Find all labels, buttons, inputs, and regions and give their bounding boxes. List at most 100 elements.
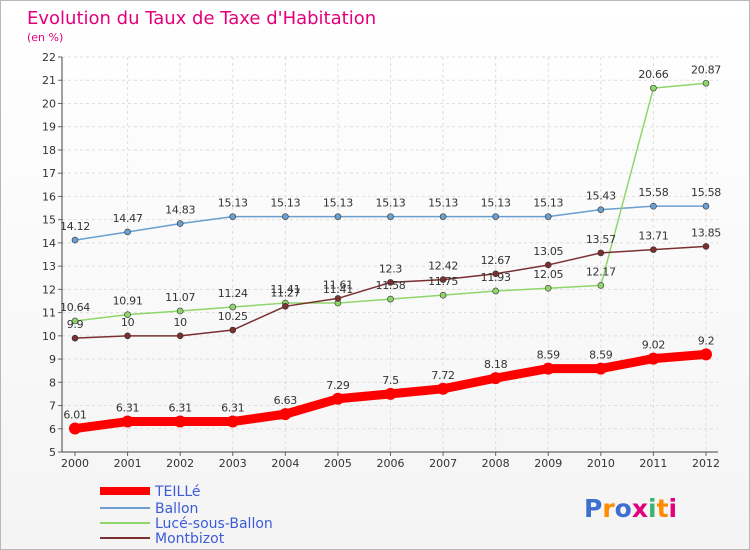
data-label: 6.63 [274,394,298,407]
x-tick-label: 2006 [377,457,405,470]
y-tick-label: 5 [49,446,56,459]
data-label: 15.43 [586,190,616,203]
data-point [439,213,447,220]
data-label: 10.25 [218,310,248,323]
data-point [124,228,131,236]
data-point [387,279,394,286]
x-tick-label: 2008 [482,457,510,470]
data-label: 15.13 [376,197,406,210]
x-tick-label: 2002 [166,457,194,470]
data-point [387,213,394,220]
data-point [597,206,605,213]
data-point [174,415,187,428]
data-point [334,213,342,220]
data-label: 20.87 [691,63,721,76]
data-point [229,326,237,334]
data-point [702,79,710,87]
data-label: 14.47 [113,212,143,225]
data-point [176,332,184,340]
x-tick-label: 2000 [61,457,89,470]
y-tick-label: 18 [42,144,56,157]
x-tick-label: 2005 [324,457,352,470]
data-point [492,287,499,295]
data-label: 15.13 [533,197,563,210]
data-point [597,282,605,289]
data-point [334,295,342,302]
y-tick-label: 16 [42,190,56,203]
x-tick-label: 2010 [587,457,615,470]
data-point [700,348,712,361]
x-tick-label: 2011 [639,457,667,470]
data-point [331,392,344,405]
data-point [597,249,605,257]
data-label: 6.31 [169,402,192,415]
data-label: 13.71 [638,230,668,243]
y-tick-label: 17 [42,167,56,180]
data-label: 8.18 [484,358,508,371]
x-tick-label: 2003 [219,457,247,470]
data-label: 11.24 [218,287,248,300]
data-label: 15.58 [691,186,721,199]
y-tick-label: 10 [42,330,56,343]
data-point [650,246,657,253]
data-label: 12.05 [533,268,563,281]
data-point [229,303,237,311]
data-label: 6.31 [116,402,139,415]
legend-label: Lucé-sous-Ballon [155,516,273,532]
data-label: 11.75 [428,275,458,288]
y-tick-label: 6 [49,423,56,436]
data-label: 7.29 [326,379,350,392]
data-point [176,307,184,315]
legend-label: Montbizot [155,531,225,547]
y-tick-label: 15 [42,214,56,227]
y-tick-label: 12 [42,283,56,296]
data-point [492,270,499,278]
data-label: 15.13 [218,197,248,210]
x-tick-label: 2007 [429,457,457,470]
data-point [282,303,289,310]
data-label: 12.3 [379,262,403,275]
data-point [71,236,79,244]
data-label: 13.57 [586,233,616,246]
data-label: 11.41 [270,283,300,296]
data-label: 14.83 [165,204,195,217]
proxiti-logo: Proxiti [584,494,677,523]
data-point [176,220,184,227]
y-tick-label: 21 [42,74,56,87]
data-point [437,382,450,395]
data-label: 8.59 [537,349,561,362]
y-tick-label: 13 [42,260,56,273]
data-point [387,295,394,303]
data-label: 10 [121,316,135,329]
data-label: 12.67 [481,254,511,267]
data-label: 20.66 [638,68,668,81]
data-point [650,202,657,210]
data-point [489,372,502,385]
data-point [124,311,131,318]
data-point [702,202,710,210]
y-tick-label: 11 [42,307,56,320]
data-label: 10.91 [113,295,143,308]
data-point [124,332,131,340]
legend-label: TEILLé [154,484,201,500]
y-tick-label: 14 [42,237,56,250]
data-point [492,213,499,220]
y-tick-label: 7 [49,400,56,413]
data-label: 15.13 [323,197,353,210]
data-label: 10.64 [60,301,90,314]
data-point [702,243,710,250]
data-label: 11.93 [481,271,511,284]
data-point [650,84,657,92]
data-point [229,213,237,220]
data-point [282,213,289,220]
data-point [542,362,555,375]
data-point [121,415,134,428]
data-label: 10 [173,316,187,329]
data-point [544,261,552,269]
data-label: 11.27 [270,286,300,299]
data-label: 8.59 [589,349,613,362]
y-tick-label: 9 [49,353,56,366]
data-label: 12.42 [428,260,458,273]
data-label: 15.58 [638,186,668,199]
data-point [69,422,81,435]
